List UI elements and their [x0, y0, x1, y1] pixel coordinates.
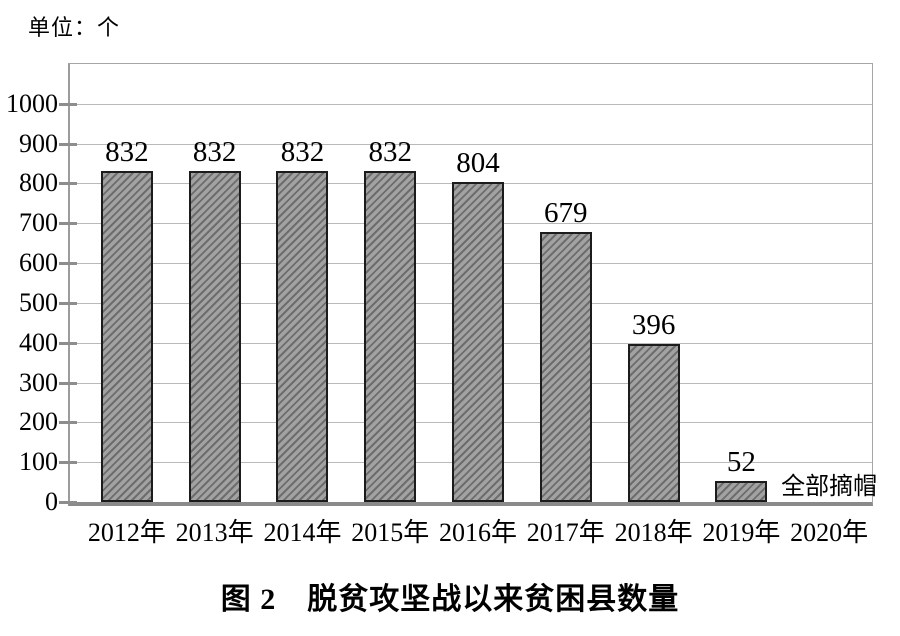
bar-2016年: [452, 181, 505, 502]
bar-slot-2015年: 832: [346, 64, 434, 502]
chart-caption: 图 2 脱贫攻坚战以来贫困县数量: [220, 583, 680, 616]
bar-value-label-2012年: 832: [105, 135, 149, 168]
y-tick-mark-1000: [59, 102, 77, 106]
x-axis-label-2016年: 2016年: [439, 518, 518, 547]
y-tick-mark-700: [59, 222, 77, 226]
x-axis-label-2017年: 2017年: [526, 518, 605, 547]
x-axis-label-2013年: 2013年: [175, 518, 254, 547]
y-axis-label-0: 0: [45, 487, 58, 516]
bars-container: 832 832 832 832 804 679 396 52 全部摘帽: [83, 64, 877, 502]
x-axis-label-2019年: 2019年: [702, 518, 781, 547]
y-axis-label-500: 500: [19, 287, 58, 317]
bar-2015年: [364, 170, 417, 502]
gridline-900: [70, 143, 872, 145]
y-axis-label-700: 700: [19, 208, 58, 238]
x-axis-label-2015年: 2015年: [351, 518, 430, 547]
bar-value-label-2013年: 832: [192, 135, 237, 168]
y-tick-mark-400: [59, 341, 77, 345]
gridline-1000: [70, 103, 872, 105]
y-tick-mark-600: [59, 262, 77, 266]
x-axis-label-2014年: 2014年: [263, 518, 342, 547]
bar-2017年: [539, 231, 592, 502]
y-tick-mark-100: [59, 461, 77, 465]
x-axis-label-2012年: 2012年: [87, 518, 166, 547]
y-axis-label-100: 100: [19, 447, 58, 477]
bar-value-label-2019年: 52: [726, 446, 756, 479]
y-axis-label-300: 300: [19, 367, 58, 397]
y-axis-label-800: 800: [19, 168, 58, 198]
y-tick-mark-0: [59, 501, 77, 504]
y-tick-mark-200: [59, 421, 77, 425]
bar-slot-2018年: 396: [610, 64, 698, 502]
bar-slot-2017年: 679: [522, 64, 610, 502]
bar-2014年: [276, 170, 329, 502]
bar-annotation: 全部摘帽: [781, 473, 878, 500]
y-axis-label-1000: 1000: [6, 88, 58, 118]
y-tick-mark-500: [59, 301, 77, 305]
bar-slot-2012年: 832: [83, 64, 171, 502]
bar-2019年: [715, 481, 768, 502]
bar-value-label-2016年: 804: [456, 146, 500, 179]
y-axis-label-400: 400: [19, 327, 58, 357]
bar-value-label-2018年: 396: [631, 309, 676, 342]
bar-value-label-2015年: 832: [368, 135, 412, 168]
bar-2012年: [100, 170, 153, 502]
bar-slot-2013年: 832: [171, 64, 259, 502]
y-tick-mark-300: [59, 381, 77, 385]
y-axis-label-200: 200: [19, 407, 58, 437]
x-axis-labels: 2012年 2013年 2014年 2015年 2016年 2017年 2018年 2019年…: [83, 512, 873, 549]
unit-label: 单位：个: [28, 15, 121, 40]
y-tick-mark-900: [59, 142, 77, 146]
bar-slot-2016年: 804: [434, 64, 522, 502]
bar-slot-2020年: 全部摘帽: [781, 64, 877, 502]
y-tick-mark-800: [59, 182, 77, 186]
bar-slot-2019年: 52: [697, 64, 785, 502]
x-axis-label-2018年: 2018年: [614, 518, 693, 547]
x-axis-label-2020年: 2020年: [790, 518, 869, 547]
bar-value-label-2017年: 679: [544, 196, 588, 229]
bar-2018年: [627, 344, 680, 502]
bar-value-label-2014年: 832: [280, 135, 325, 168]
bar-slot-2014年: 832: [259, 64, 347, 502]
y-axis-label-600: 600: [19, 248, 58, 278]
bar-2013年: [188, 170, 241, 502]
y-axis-label-900: 900: [19, 128, 58, 158]
